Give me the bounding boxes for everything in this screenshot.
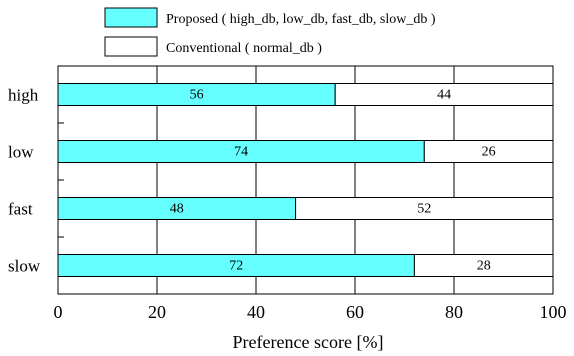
legend-swatch-proposed xyxy=(104,7,158,28)
x-tick-label-4: 80 xyxy=(445,302,463,322)
bars: 56 44 74 26 48 52 72 28 xyxy=(57,83,554,277)
x-tick-label-0: 0 xyxy=(54,302,63,322)
bar-value-low-series-0: 74 xyxy=(234,145,248,160)
x-tick-label-5: 100 xyxy=(540,302,567,322)
x-tick-label-1: 20 xyxy=(148,302,166,322)
x-tick-label-2: 40 xyxy=(247,302,265,322)
category-label-low: low xyxy=(8,143,34,162)
bar-value-high-series-1: 44 xyxy=(437,88,451,103)
legend-label-conventional: Conventional ( normal_db ) xyxy=(166,41,322,56)
bar-value-slow-series-1: 28 xyxy=(477,259,491,274)
legend-swatch-conventional xyxy=(104,36,158,57)
plot-frame xyxy=(57,65,554,295)
x-tick-label-3: 60 xyxy=(346,302,364,322)
bar-value-fast-series-1: 52 xyxy=(417,202,431,217)
bar-value-low-series-1: 26 xyxy=(482,145,496,160)
category-labels: high low fast slow xyxy=(8,86,41,276)
legend-label-proposed: Proposed ( high_db, low_db, fast_db, slo… xyxy=(166,12,436,27)
category-label-slow: slow xyxy=(8,257,41,276)
x-tick-labels: 0 20 40 60 80 100 xyxy=(54,302,567,322)
bar-value-slow-series-0: 72 xyxy=(229,259,243,274)
bar-value-high-series-0: 56 xyxy=(190,88,204,103)
category-label-high: high xyxy=(8,86,39,105)
bar-value-fast-series-0: 48 xyxy=(170,202,184,217)
x-axis-title: Preference score [%] xyxy=(233,332,384,352)
legend: Proposed ( high_db, low_db, fast_db, slo… xyxy=(104,7,436,57)
category-label-fast: fast xyxy=(8,200,33,219)
